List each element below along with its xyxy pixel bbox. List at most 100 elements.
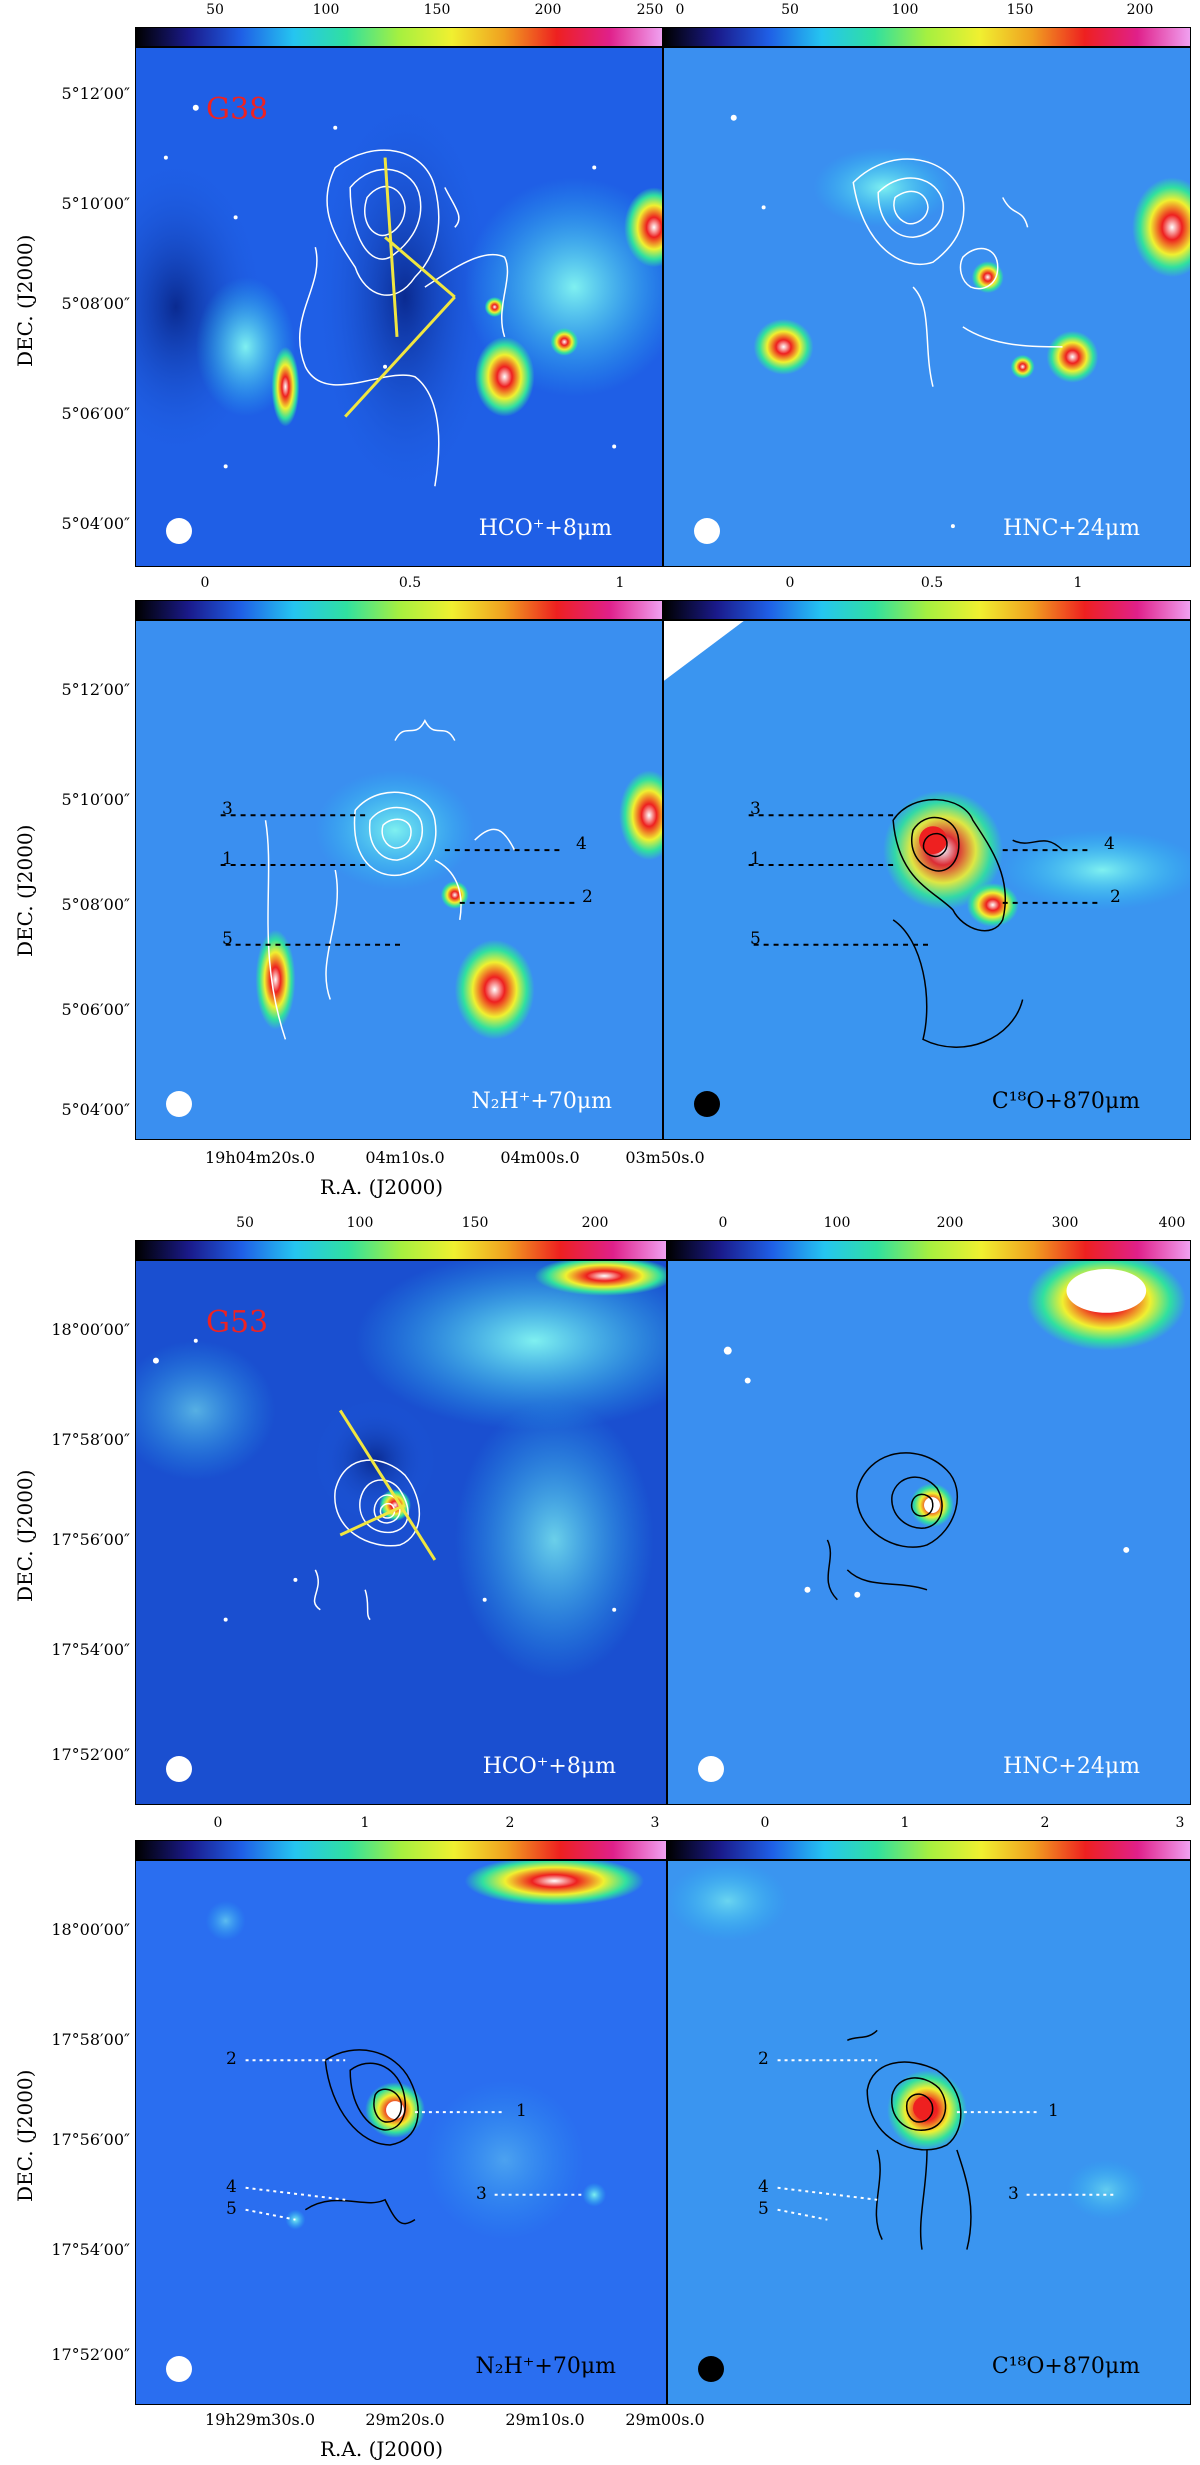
dec-tick: 17°54′00″: [51, 1640, 130, 1659]
map-image: [664, 621, 1190, 1048]
colorbar-g38-hnc: [663, 27, 1191, 47]
yellow-cut-lines: [338, 1409, 437, 1561]
cbar-tick: 50: [781, 2, 799, 18]
cbar-tick: 400: [1158, 1215, 1186, 1231]
cbar-tick: 3: [1175, 1815, 1185, 1831]
dec-tick: 18°00′00″: [51, 1320, 130, 1339]
beam-marker: [698, 2356, 724, 2382]
cbar-tick: 2: [505, 1815, 515, 1831]
dec-tick: 5°04′00″: [61, 514, 130, 533]
ra-tick: 04m10s.0: [365, 1148, 445, 1167]
panel-g38-c18o-870um: 3 1 4 2 5 C¹⁸O+870μm: [663, 620, 1191, 1140]
beam-marker: [166, 1756, 192, 1782]
dec-tick: 5°08′00″: [61, 895, 130, 914]
cbar-tick: 100: [823, 1215, 851, 1231]
cut-number: 4: [1104, 834, 1115, 854]
dec-tick: 17°52′00″: [51, 1745, 130, 1764]
cbar-tick: 200: [1126, 2, 1154, 18]
cut-number: 2: [582, 887, 593, 907]
cbar-tick: 100: [312, 2, 340, 18]
cut-number: 5: [222, 929, 233, 949]
cbar-tick: 3: [650, 1815, 660, 1831]
dec-tick: 17°58′00″: [51, 2030, 130, 2049]
ra-tick: 04m00s.0: [500, 1148, 580, 1167]
map-image: [730, 114, 1190, 529]
colorbar-g38-hco: [135, 27, 663, 47]
cbar-tick: 200: [936, 1215, 964, 1231]
map-image: [136, 97, 662, 497]
cut-number: 1: [750, 849, 761, 869]
colorbar-g53-hnc: [667, 1240, 1191, 1260]
cut-number: 1: [222, 849, 233, 869]
cut-number: 5: [750, 929, 761, 949]
cut-number: 4: [576, 834, 587, 854]
cbar-tick: 0: [675, 2, 685, 18]
source-label: G53: [206, 1305, 269, 1340]
colorbar-g38-n2h: [135, 600, 663, 620]
cbar-tick: 200: [534, 2, 562, 18]
dec-tick: 5°12′00″: [61, 84, 130, 103]
cbar-tick: 150: [1006, 2, 1034, 18]
cbar-tick: 0: [213, 1815, 223, 1831]
dec-tick: 5°12′00″: [61, 680, 130, 699]
panel-tag: HNC+24μm: [1003, 516, 1140, 541]
dec-tick: 17°56′00″: [51, 1530, 130, 1549]
cut-number: 5: [758, 2199, 769, 2219]
beam-marker: [694, 518, 720, 544]
colorbar-g38-c18o: [663, 600, 1191, 620]
dec-tick: 17°58′00″: [51, 1430, 130, 1449]
map-image: [220, 718, 662, 1040]
dec-tick: 5°04′00″: [61, 1100, 130, 1119]
cbar-tick: 0: [718, 1215, 728, 1231]
beam-marker: [166, 1091, 192, 1117]
cbar-tick: 1: [615, 575, 625, 591]
cbar-tick: 200: [581, 1215, 609, 1231]
cut-number: 2: [758, 2049, 769, 2069]
colorbar-g53-c18o: [667, 1840, 1191, 1860]
cut-number: 1: [1048, 2101, 1059, 2121]
panel-g38-hnc-24um: HNC+24μm: [663, 47, 1191, 567]
ra-axis-title: R.A. (J2000): [320, 2437, 444, 2461]
panel-g53-n2h-70um: 2 1 4 5 3 N₂H⁺+70μm: [135, 1860, 667, 2405]
cbar-tick: 100: [346, 1215, 374, 1231]
panel-tag: N₂H⁺+70μm: [471, 1089, 612, 1114]
cbar-tick: 50: [206, 2, 224, 18]
cbar-tick: 1: [360, 1815, 370, 1831]
cut-number: 5: [226, 2199, 237, 2219]
panel-tag: HCO⁺+8μm: [478, 516, 612, 541]
dec-axis-title: DEC. (J2000): [13, 234, 37, 367]
ra-tick: 03m50s.0: [625, 1148, 705, 1167]
ra-tick: 29m00s.0: [625, 2410, 705, 2429]
cbar-tick: 150: [461, 1215, 489, 1231]
cut-number: 3: [1008, 2184, 1019, 2204]
dec-axis-title: DEC. (J2000): [13, 2069, 37, 2202]
beam-marker: [166, 2356, 192, 2382]
colorbar-g53-hco: [135, 1240, 667, 1260]
cbar-tick: 0: [200, 575, 210, 591]
dec-tick: 5°06′00″: [61, 404, 130, 423]
cbar-tick: 0: [760, 1815, 770, 1831]
dec-axis-title: DEC. (J2000): [13, 1469, 37, 1602]
dec-axis-title: DEC. (J2000): [13, 824, 37, 957]
cbar-tick: 1: [900, 1815, 910, 1831]
cbar-tick: 0.5: [920, 575, 944, 591]
panel-tag: N₂H⁺+70μm: [475, 2354, 616, 2379]
beam-marker: [694, 1091, 720, 1117]
cbar-tick: 0.5: [398, 575, 422, 591]
cbar-tick: 150: [423, 2, 451, 18]
cut-number: 4: [758, 2177, 769, 2197]
panel-g53-hnc-24um: HNC+24μm: [667, 1260, 1191, 1805]
dec-tick: 17°56′00″: [51, 2130, 130, 2149]
dec-tick: 18°00′00″: [51, 1920, 130, 1939]
cbar-tick: 100: [891, 2, 919, 18]
cbar-tick: 250: [636, 2, 664, 18]
map-image: [723, 1261, 1186, 1601]
ra-axis-title: R.A. (J2000): [320, 1175, 444, 1199]
panel-tag: C¹⁸O+870μm: [991, 2354, 1140, 2379]
panel-tag: HCO⁺+8μm: [482, 1754, 616, 1779]
cut-number: 2: [1110, 887, 1121, 907]
ra-tick: 29m10s.0: [505, 2410, 585, 2429]
dec-tick: 5°10′00″: [61, 194, 130, 213]
dec-tick: 17°54′00″: [51, 2240, 130, 2259]
colorbar-g53-n2h: [135, 1840, 667, 1860]
